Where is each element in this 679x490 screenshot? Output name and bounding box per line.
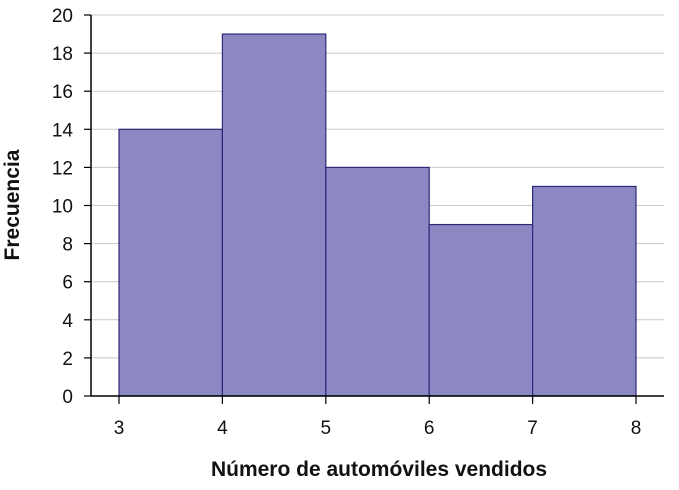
y-tick-label: 18 bbox=[52, 44, 73, 65]
y-tick-label: 16 bbox=[52, 82, 73, 103]
histogram-bar bbox=[428, 223, 534, 397]
y-tick-label: 0 bbox=[62, 387, 73, 408]
y-tick-label: 2 bbox=[62, 349, 73, 370]
x-tick-label: 6 bbox=[424, 418, 435, 439]
y-tick-label: 20 bbox=[52, 6, 73, 27]
x-tick-label: 4 bbox=[217, 418, 228, 439]
histogram-bars bbox=[118, 33, 637, 397]
histogram-bar bbox=[118, 128, 224, 397]
x-axis-title: Número de automóviles vendidos bbox=[211, 458, 547, 481]
y-tick-label: 6 bbox=[62, 273, 73, 294]
y-tick-label: 10 bbox=[52, 197, 73, 218]
histogram-bar bbox=[325, 166, 430, 397]
histogram-bar bbox=[531, 185, 637, 397]
y-tick-label: 12 bbox=[52, 158, 73, 179]
histogram-bar bbox=[221, 33, 327, 397]
tick-labels: 0 2 4 6 8 10 12 14 16 18 20 3 4 5 6 7 8 bbox=[52, 6, 641, 439]
y-tick-label: 4 bbox=[62, 311, 73, 332]
x-tick-label: 7 bbox=[527, 418, 538, 439]
x-tick-label: 8 bbox=[631, 418, 642, 439]
x-tick-label: 5 bbox=[321, 418, 332, 439]
x-tick-label: 3 bbox=[114, 418, 125, 439]
y-tick-label: 8 bbox=[62, 235, 73, 256]
y-axis-title: Frecuencia bbox=[1, 149, 24, 260]
y-tick-label: 14 bbox=[52, 120, 74, 141]
axes bbox=[84, 14, 664, 404]
